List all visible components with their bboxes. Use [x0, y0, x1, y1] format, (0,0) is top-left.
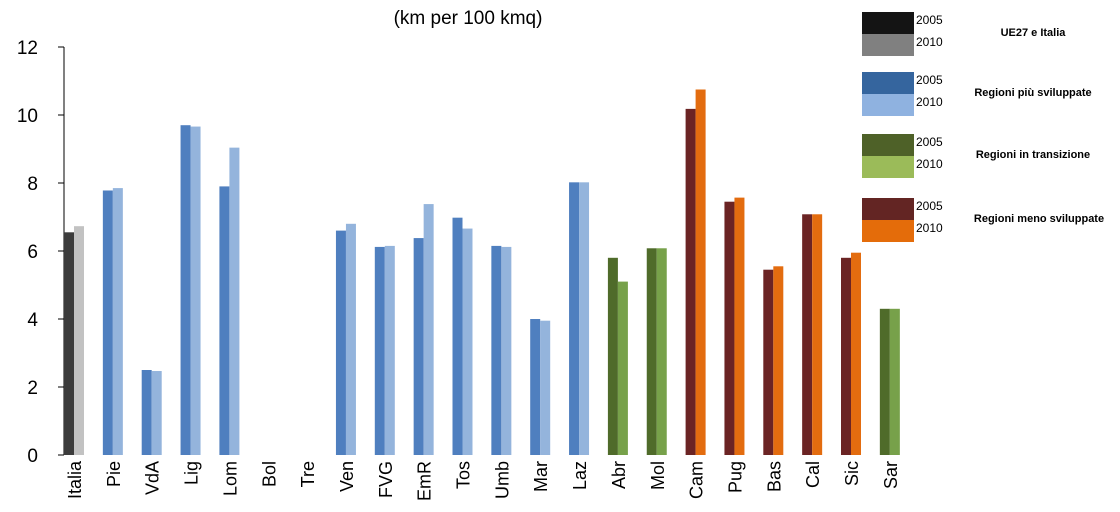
bar-ven-2010: [345, 223, 356, 455]
x-tick-label: Cal: [803, 461, 823, 488]
bar-vda-2005: [141, 370, 152, 455]
x-tick-label: Bol: [259, 461, 279, 487]
x-axis-labels: Italia Pie VdA Lig Lom Bol Tre Ven FVG EmR Tos Umb M…: [65, 460, 901, 501]
bar-umb-2010: [501, 246, 512, 455]
legend-swatch-2010: [862, 34, 914, 56]
bar-bas-2005: [763, 269, 774, 455]
legend-year-label: 2005: [916, 199, 943, 213]
bar-lom-2005: [219, 186, 230, 455]
bar-fvg-2010: [384, 245, 395, 455]
y-tick-label: 12: [17, 38, 38, 59]
legend-year-label: 2005: [916, 13, 943, 27]
legend-swatch-2010: [862, 156, 914, 178]
x-tick-label: Sic: [842, 461, 862, 486]
legend-swatch-2010: [862, 220, 914, 242]
y-tick-label: 2: [27, 378, 38, 399]
x-tick-label: Abr: [609, 461, 629, 489]
legend-group-label: Regioni più sviluppate: [974, 87, 1091, 99]
bar-ven-2005: [335, 230, 346, 455]
bar-laz-2005: [569, 182, 580, 455]
bar-umb-2005: [491, 245, 502, 455]
bar-cal-2010: [812, 214, 823, 455]
bar-lig-2010: [190, 126, 201, 455]
x-tick-label: Ven: [337, 461, 357, 492]
y-tick-label: 8: [27, 174, 38, 195]
bar-tos-2010: [462, 228, 473, 455]
bar-fvg-2005: [374, 246, 385, 455]
x-tick-label: Pie: [104, 461, 124, 487]
x-tick-label: Mar: [531, 461, 551, 492]
legend-swatch-2005: [862, 134, 914, 156]
bar-lig-2005: [180, 125, 191, 455]
x-tick-label: Lig: [182, 461, 202, 485]
x-tick-label: Bas: [764, 461, 784, 492]
x-tick-label: Lom: [220, 461, 240, 496]
legend-year-label: 2010: [916, 95, 943, 109]
bar-pug-2010: [734, 197, 745, 455]
bar-pug-2005: [724, 201, 735, 455]
y-tick-label: 10: [17, 106, 38, 127]
x-tick-label: EmR: [415, 461, 435, 501]
bar-mol-2005: [646, 248, 657, 455]
x-tick-label: Sar: [881, 461, 901, 489]
bars: [64, 89, 900, 456]
y-axis: 0 2 4 6 8 10 12: [17, 38, 65, 467]
bar-cam-2010: [695, 89, 706, 455]
legend-year-label: 2010: [916, 221, 943, 235]
bar-lom-2010: [229, 147, 240, 455]
bar-mar-2010: [540, 320, 551, 455]
legend-swatch-2010: [862, 94, 914, 116]
bar-abr-2010: [617, 281, 628, 455]
legend-group-label: Regioni meno sviluppate: [974, 213, 1104, 225]
legend-group-label: UE27 e Italia: [1001, 27, 1067, 39]
x-tick-label: FVG: [376, 461, 396, 498]
x-tick-label: Pug: [725, 461, 745, 493]
bar-cal-2005: [802, 214, 813, 455]
legend-year-label: 2010: [916, 35, 943, 49]
bar-sic-2005: [841, 257, 851, 455]
bar-pie-2010: [112, 188, 123, 455]
bar-sic-2010: [851, 252, 861, 455]
bar-italia-2005: [64, 232, 74, 455]
bar-pie-2005: [102, 190, 113, 456]
chart-title: (km per 100 kmq): [394, 8, 543, 29]
bar-vda-2010: [151, 371, 162, 455]
legend: 2005 2010 UE27 e Italia 2005 2010 Regioni più…: [862, 12, 1104, 242]
legend-year-label: 2005: [916, 135, 943, 149]
legend-year-label: 2010: [916, 157, 943, 171]
legend-swatch-2005: [862, 12, 914, 34]
bar-mar-2005: [530, 319, 541, 455]
x-tick-label: Laz: [570, 461, 590, 490]
bar-emr-2005: [413, 238, 424, 455]
bar-cam-2005: [685, 108, 696, 455]
legend-group-label: Regioni in transizione: [976, 149, 1090, 161]
legend-year-label: 2005: [916, 73, 943, 87]
bar-laz-2010: [579, 182, 590, 455]
x-tick-label: Mol: [648, 461, 668, 490]
bar-emr-2010: [423, 204, 434, 455]
legend-swatch-2005: [862, 72, 914, 94]
y-tick-label: 0: [27, 446, 38, 467]
bar-abr-2005: [607, 257, 618, 455]
x-tick-label: VdA: [143, 461, 163, 495]
bar-mol-2010: [656, 248, 667, 455]
bar-italia-2010: [74, 226, 84, 455]
legend-swatch-2005: [862, 198, 914, 220]
bar-sar-2005: [879, 308, 890, 455]
x-tick-label: Tos: [454, 461, 474, 489]
bar-bas-2010: [773, 266, 784, 455]
x-tick-label: Tre: [298, 461, 318, 487]
y-tick-label: 6: [27, 242, 38, 263]
x-tick-label: Umb: [492, 461, 512, 499]
bar-tos-2005: [452, 217, 463, 455]
bar-sar-2010: [889, 308, 900, 455]
x-tick-label: Cam: [687, 461, 707, 499]
x-tick-label: Italia: [65, 460, 85, 499]
y-tick-label: 4: [27, 310, 38, 331]
